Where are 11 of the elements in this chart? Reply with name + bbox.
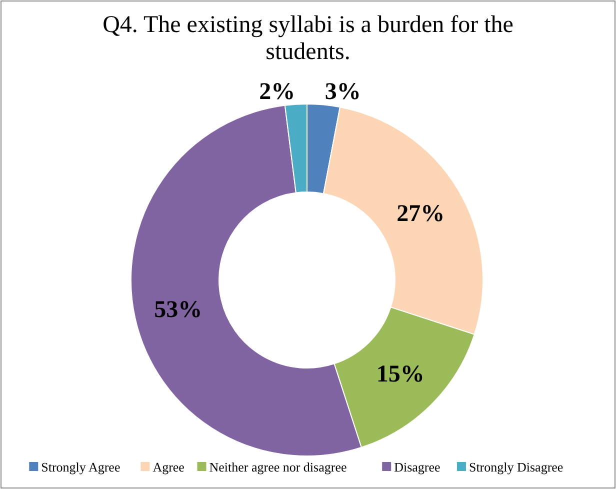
- data-label: 53%: [154, 297, 202, 324]
- data-label: 3%: [324, 79, 361, 106]
- legend-label: Strongly Agree: [41, 460, 120, 475]
- data-label: 15%: [376, 362, 424, 388]
- legend-label: Neither agree nor disagree: [209, 460, 347, 475]
- legend-label: Disagree: [394, 460, 441, 475]
- chart-title: Q4. The existing syllabi is a burden for the students.: [102, 12, 514, 65]
- data-label: 2%: [259, 78, 296, 105]
- data-label: 27%: [396, 201, 445, 228]
- legend-label: Agree: [152, 460, 185, 475]
- legend-label: Strongly Disagree: [468, 460, 564, 475]
